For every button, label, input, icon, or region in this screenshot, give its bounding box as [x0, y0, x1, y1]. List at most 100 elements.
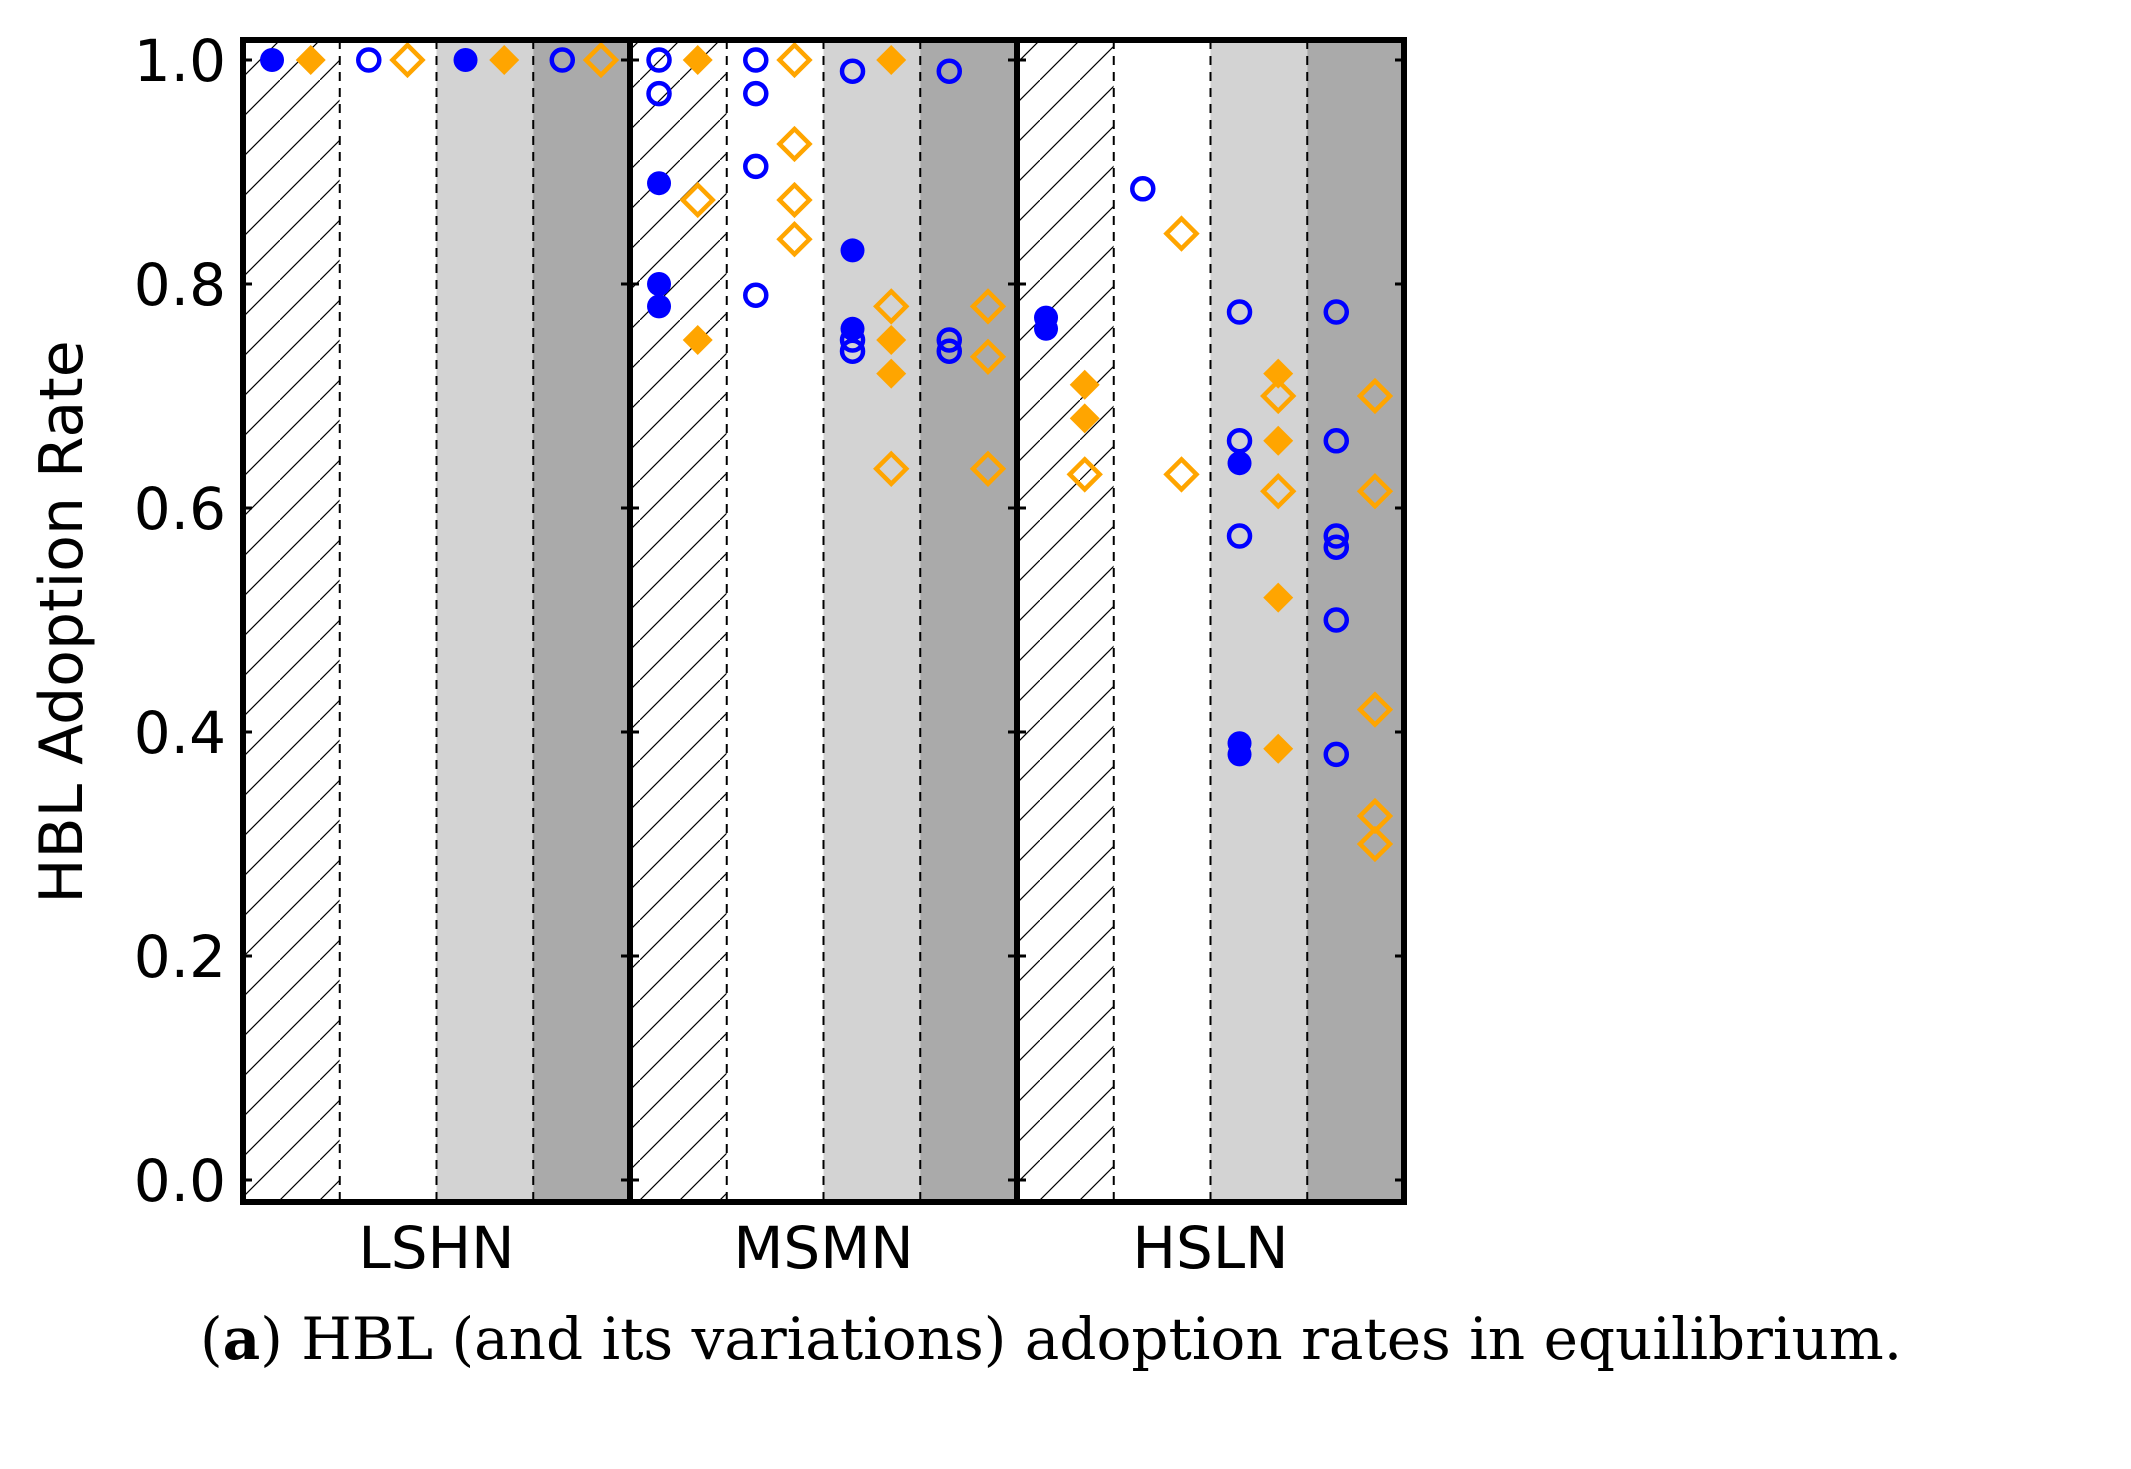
y-axis-ticks: 0.0 0.2 0.4 0.6 0.8 1.0: [134, 27, 1404, 1215]
point-blue-open-msmn: [936, 58, 963, 84]
point-blue-open-msmn: [839, 58, 866, 84]
point-blue-open-hsln: [1226, 428, 1253, 454]
point-orange-open-hsln: [1356, 473, 1394, 510]
point-blue-open-msmn: [936, 327, 963, 353]
background-lshn-sub3: [533, 40, 630, 1202]
point-orange-open-hsln: [1163, 215, 1200, 252]
point-blue-filled-hsln: [1034, 316, 1059, 341]
figure-caption: (a) HBL (and its variations) adoption ra…: [200, 1305, 2131, 1373]
point-orange-filled-lshn: [489, 45, 520, 75]
point-blue-open-hsln: [1323, 523, 1350, 549]
data-points: [260, 41, 1394, 863]
point-orange-open-hsln: [1356, 377, 1394, 415]
y-axis-label: HBL Adoption Rate: [27, 340, 97, 903]
point-blue-filled-lshn: [260, 48, 285, 72]
subcolumn-dividers: [338, 40, 1309, 1202]
group-labels: LSHN MSMN HSLN: [358, 1214, 1288, 1282]
subcolumn-backgrounds: [243, 40, 1404, 1202]
point-blue-open-hsln: [1130, 176, 1156, 202]
point-orange-filled-msmn: [682, 45, 713, 75]
point-orange-filled-msmn: [876, 325, 907, 355]
ytick-label: 0.2: [134, 923, 226, 991]
point-orange-open-msmn: [776, 181, 813, 219]
group-label-hsln: HSLN: [1132, 1214, 1288, 1282]
point-orange-filled-hsln: [1069, 403, 1100, 434]
point-orange-filled-msmn: [876, 358, 907, 389]
point-blue-open-msmn: [646, 80, 672, 107]
background-hsln-sub3: [1307, 40, 1404, 1202]
point-blue-open-msmn: [839, 327, 866, 353]
background-hsln-sub2: [1210, 40, 1308, 1202]
point-blue-open-hsln: [1323, 607, 1350, 633]
point-orange-open-hsln: [1163, 456, 1200, 493]
point-orange-filled-msmn: [682, 325, 713, 355]
caption-prefix: (: [200, 1305, 223, 1373]
group-frames: [240, 37, 1407, 1205]
background-msmn-sub1: [726, 40, 824, 1202]
point-blue-open-msmn: [743, 47, 769, 73]
background-lshn-sub0: [243, 40, 340, 1202]
point-orange-open-msmn: [969, 288, 1007, 325]
point-orange-open-lshn: [389, 41, 426, 79]
point-blue-open-msmn: [839, 338, 866, 364]
point-orange-filled-hsln: [1069, 369, 1100, 400]
ytick-label: 0.0: [134, 1147, 226, 1215]
point-blue-open-msmn: [646, 47, 672, 73]
point-orange-open-msmn: [776, 125, 813, 163]
background-msmn-sub0: [630, 40, 727, 1202]
point-orange-filled-hsln: [1263, 733, 1294, 764]
point-orange-filled-hsln: [1263, 358, 1294, 389]
point-orange-open-hsln: [1260, 377, 1297, 415]
point-orange-open-msmn: [873, 450, 910, 487]
background-hsln-sub1: [1113, 40, 1211, 1202]
point-blue-open-msmn: [743, 153, 769, 180]
point-blue-filled-hsln: [1227, 742, 1252, 767]
background-hsln-sub0: [1017, 40, 1114, 1202]
point-blue-open-hsln: [1323, 534, 1350, 560]
point-orange-open-msmn: [776, 221, 813, 258]
point-blue-open-lshn: [549, 47, 576, 73]
point-orange-filled-msmn: [876, 45, 907, 75]
group-label-msmn: MSMN: [733, 1214, 913, 1282]
chart: 0.0 0.2 0.4 0.6 0.8 1.0 LSHN MSMN HSLN HBL Adop…: [27, 27, 1407, 1282]
point-orange-open-hsln: [1066, 456, 1103, 493]
point-blue-open-msmn: [936, 338, 963, 364]
point-orange-open-lshn: [582, 41, 620, 79]
point-blue-filled-msmn: [647, 272, 672, 296]
point-blue-filled-msmn: [840, 238, 865, 263]
background-lshn-sub2: [436, 40, 534, 1202]
point-orange-open-msmn: [873, 288, 910, 325]
point-orange-open-msmn: [969, 450, 1007, 487]
point-blue-open-hsln: [1226, 523, 1253, 549]
group-label-lshn: LSHN: [358, 1214, 514, 1282]
point-orange-open-hsln: [1356, 825, 1394, 863]
point-blue-open-lshn: [356, 47, 382, 73]
background-lshn-sub1: [339, 40, 437, 1202]
point-blue-open-hsln: [1323, 741, 1350, 768]
ytick-label: 0.4: [134, 699, 226, 767]
ytick-label: 1.0: [134, 27, 226, 95]
point-blue-open-msmn: [743, 80, 769, 107]
point-orange-filled-hsln: [1263, 582, 1294, 613]
point-orange-open-msmn: [776, 41, 813, 79]
background-msmn-sub3: [920, 40, 1017, 1202]
point-orange-open-msmn: [969, 338, 1007, 375]
point-blue-open-hsln: [1323, 299, 1350, 325]
ytick-label: 0.8: [134, 251, 226, 319]
caption-letter: a: [222, 1305, 261, 1373]
point-orange-filled-hsln: [1263, 425, 1294, 456]
point-blue-filled-lshn: [453, 48, 478, 72]
background-msmn-sub2: [823, 40, 921, 1202]
point-blue-open-hsln: [1323, 428, 1350, 454]
caption-text: ) HBL (and its variations) adoption rate…: [260, 1305, 1903, 1373]
frame-hsln: [1014, 37, 1407, 1205]
point-blue-open-hsln: [1226, 299, 1253, 325]
point-blue-open-msmn: [743, 282, 769, 308]
point-blue-filled-msmn: [647, 294, 672, 319]
point-orange-open-msmn: [679, 181, 716, 219]
point-orange-open-hsln: [1260, 473, 1297, 510]
point-orange-open-hsln: [1356, 691, 1394, 728]
point-orange-filled-lshn: [295, 45, 326, 75]
ytick-label: 0.6: [134, 475, 226, 543]
point-blue-filled-msmn: [647, 171, 672, 196]
